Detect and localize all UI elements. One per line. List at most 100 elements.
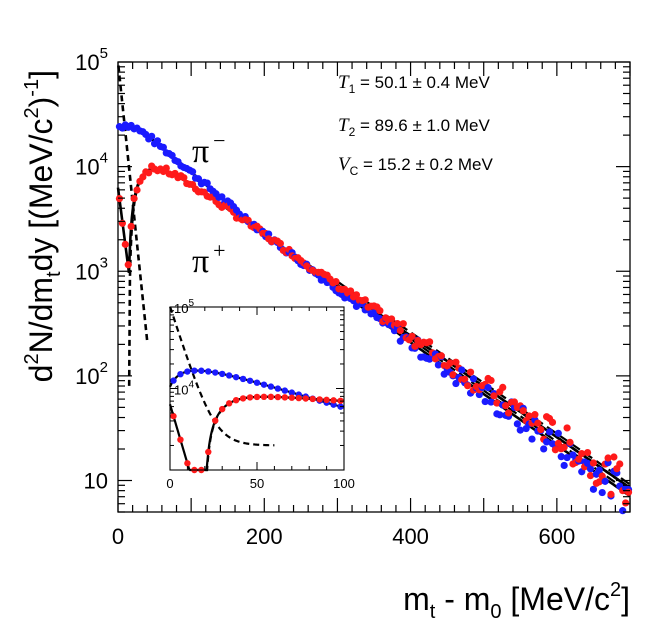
pi-plus-data-point: [575, 455, 583, 463]
inset-pi-minus-data-point: [288, 389, 295, 396]
pi-plus-data-point: [531, 411, 539, 419]
axis-ticks: [117, 61, 631, 513]
param-t2-var: T: [338, 115, 350, 136]
param-t1-value: = 50.1 ± 0.4 MeV: [355, 73, 490, 92]
inset-x-tick-label: 50: [250, 476, 264, 491]
x-title-sup: 2: [610, 579, 621, 601]
y-tick-exponent: 5: [100, 45, 108, 62]
series-label-pi-plus-base: π: [192, 243, 209, 280]
param-vc-var: V: [338, 154, 352, 175]
pi-minus-data-point: [619, 507, 627, 515]
y-title-mid: N/dm: [23, 277, 59, 353]
inset-pi-minus-data-point: [198, 367, 205, 374]
pi-minus-data-point: [218, 193, 226, 201]
y-axis-title: d2N/dmtdy [(MeV/c2)-1]: [21, 70, 65, 382]
inset-y-tick-label: 105: [174, 298, 194, 316]
pi-minus-data-point: [203, 179, 211, 187]
y-tick-label: 104: [75, 150, 108, 180]
pi-plus-data-point: [578, 450, 586, 458]
pi-plus-data-point: [464, 382, 472, 390]
pi-plus-data-point: [133, 186, 141, 194]
x-tick-label: 0: [112, 524, 124, 549]
pi-minus-data-point: [513, 420, 521, 428]
pi-minus-data-point: [496, 411, 504, 419]
pi-plus-data-point: [616, 460, 624, 468]
y-tick-label: 10: [84, 469, 108, 494]
inset-pi-minus-data-point: [205, 368, 212, 375]
series-label-pi-plus-sign: +: [213, 238, 225, 263]
y-tick-label: 102: [75, 359, 108, 389]
inset-pi-plus-data-point: [219, 405, 226, 413]
pi-plus-data-point: [449, 371, 457, 379]
pi-plus-data-point: [446, 359, 454, 367]
pi-minus-data-point: [598, 488, 606, 497]
inset-pi-plus-data-point: [239, 395, 247, 402]
pi-plus-data-point: [563, 424, 571, 432]
inset-pi-plus-data-point: [323, 396, 330, 404]
inset-pi-plus-data-point: [246, 394, 254, 401]
pi-plus-data-point: [490, 392, 498, 400]
param-t1-var: T: [338, 72, 350, 93]
pi-plus-data-point: [537, 426, 545, 434]
pi-minus-data-point: [601, 477, 609, 485]
pi-minus-data-point: [452, 379, 460, 388]
inset-pi-plus-data-point: [267, 393, 275, 401]
inset-y-tick-exponent: 5: [188, 298, 194, 309]
inset-pi-minus-data-point: [281, 387, 289, 394]
param-vc-value: = 15.2 ± 0.2 MeV: [358, 155, 493, 174]
y-tick-exponent: 3: [100, 254, 108, 271]
inset-pi-plus-data-point: [177, 436, 184, 443]
pi-plus-data-point: [554, 439, 562, 447]
pi-plus-data-point: [387, 315, 396, 323]
series-label-pi-minus-sign: −: [213, 128, 225, 153]
inset-x-tick-label: 0: [166, 476, 173, 491]
y-title-sup2: 2: [21, 107, 43, 118]
pi-plus-data-point: [361, 296, 369, 304]
pi-minus-data-point: [595, 466, 603, 474]
pi-plus-data-point: [583, 448, 592, 457]
param-t2-value: = 89.6 ± 1.0 MeV: [355, 116, 490, 135]
pi-plus-data-point: [127, 222, 135, 230]
series-label-pi-minus: π −: [192, 128, 226, 170]
pi-minus-data-point: [528, 435, 536, 443]
pi-minus-data-point: [469, 375, 478, 383]
param-vc-sub: C: [350, 164, 359, 178]
pi-plus-data-point: [425, 338, 434, 346]
pi-plus-data-point: [589, 459, 598, 467]
pi-minus-data-point: [189, 168, 197, 176]
pi-plus-data-point: [502, 402, 510, 410]
pi-plus-data-point: [624, 488, 633, 496]
x-tick-label: 200: [246, 524, 283, 549]
pi-plus-data-point: [276, 239, 284, 248]
inset-pi-plus-data-point: [212, 417, 219, 424]
y-tick-base: 10: [75, 155, 99, 180]
y-tick-exponent: 4: [100, 150, 108, 167]
inset-pi-plus-data-point: [316, 396, 323, 403]
pi-minus-data-point: [481, 397, 489, 406]
fit-parameters: T1 = 50.1 ± 0.4 MeV T2 = 89.6 ± 1.0 MeV …: [338, 72, 493, 178]
pi-plus-data-point: [622, 499, 630, 507]
inset-pi-minus-data-point: [246, 377, 254, 384]
inset-pi-minus-data-point: [191, 367, 198, 374]
pi-minus-data-point: [153, 137, 162, 145]
inset-pi-plus-data-point: [253, 393, 261, 401]
pi-minus-data-point: [440, 370, 448, 378]
inset-pi-minus-data-point: [225, 372, 233, 379]
inset-y-tick-label: 104: [174, 380, 194, 398]
series-label-pi-plus: π +: [192, 238, 226, 280]
inset-pi-plus-data-point: [281, 394, 289, 401]
pi-plus-data-point: [437, 352, 445, 360]
inset-pi-plus-data-point: [225, 400, 233, 407]
pi-plus-data-point: [487, 376, 495, 385]
inset-pi-plus-data-point: [205, 448, 212, 456]
pi-plus-data-point: [604, 454, 612, 462]
inset-background: [170, 307, 344, 470]
pi-plus-data-point: [551, 446, 559, 454]
inset-pi-minus-low-component-curve: [168, 306, 275, 447]
pi-plus-data-point: [560, 443, 568, 451]
inset-pi-minus-data-point: [232, 373, 240, 381]
pi-plus-data-point: [162, 164, 170, 172]
pi-plus-data-point: [396, 326, 404, 335]
